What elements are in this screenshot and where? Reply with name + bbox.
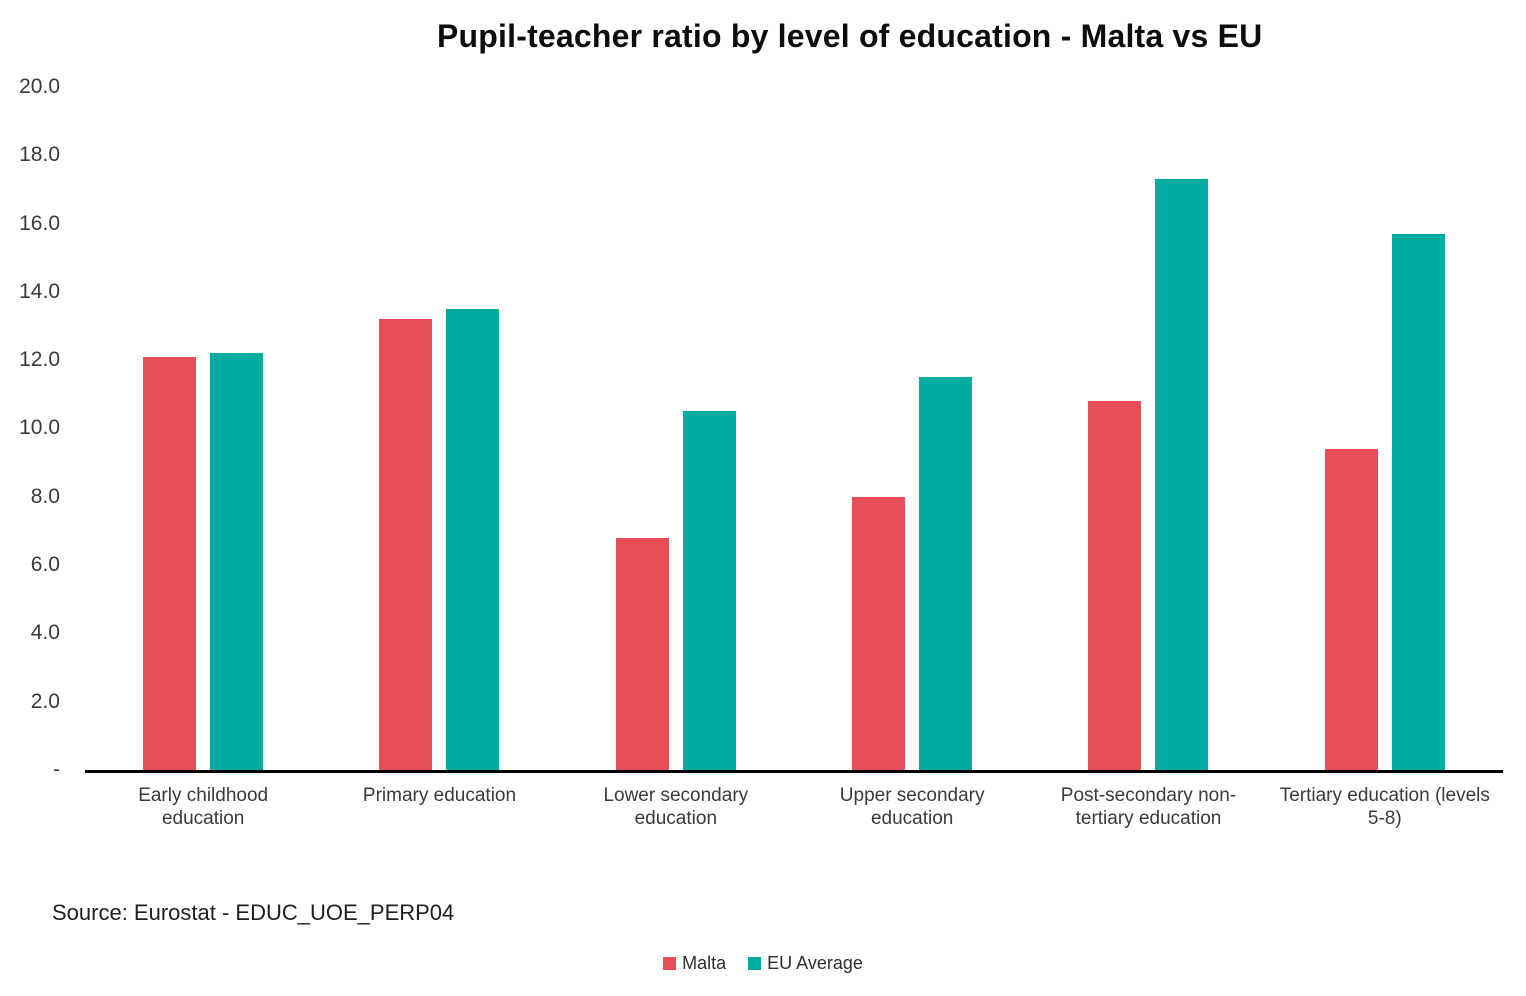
y-tick-label: 16.0: [19, 211, 60, 235]
y-tick-label: 10.0: [19, 416, 60, 440]
source-text: Source: Eurostat - EDUC_UOE_PERP04: [52, 900, 455, 925]
plot-area: Early childhood education Primary educati…: [85, 87, 1503, 829]
y-tick-label: 14.0: [19, 279, 60, 303]
y-tick-label: 20.0: [19, 75, 60, 98]
bar-malta: [143, 356, 197, 770]
legend-item: EU Average: [748, 953, 863, 974]
legend: Malta EU Average: [0, 953, 1526, 974]
bar-group: Tertiary education (levels 5-8): [1267, 87, 1503, 829]
bar-malta: [1088, 401, 1142, 770]
bar-eu-average: [682, 411, 736, 770]
y-tick-label: 12.0: [19, 348, 60, 372]
y-tick-label: 8.0: [30, 484, 60, 508]
bar-malta: [852, 496, 906, 770]
legend-item: Malta: [663, 953, 726, 974]
chart-title: Pupil-teacher ratio by level of educatio…: [437, 18, 1263, 54]
bar-eu-average: [210, 353, 264, 770]
bar-malta: [1324, 449, 1378, 770]
bar-group: Post-secondary non- tertiary education: [1030, 87, 1266, 829]
legend-swatch-icon: [748, 957, 762, 970]
bar-group: Early childhood education: [85, 87, 321, 829]
bar-malta: [379, 319, 433, 770]
y-tick-label: 6.0: [30, 553, 60, 577]
legend-label: EU Average: [767, 953, 863, 973]
category-label: Upper secondary education: [839, 785, 985, 829]
y-tick-label: 4.0: [30, 621, 60, 645]
category-label: Primary education: [362, 785, 517, 806]
category-label: Early childhood education: [138, 785, 269, 829]
bar-group: Upper secondary education: [794, 87, 1030, 829]
bar-group: Primary education: [321, 87, 557, 806]
y-tick-label: -: [53, 757, 60, 781]
y-tick-label: 2.0: [30, 689, 60, 713]
bar-malta: [615, 537, 669, 770]
category-label: Post-secondary non- tertiary education: [1060, 785, 1237, 829]
bar-eu-average: [1155, 179, 1209, 770]
y-axis-labels: 20.0 18.0 16.0 14.0 12.0 10.0 8.0 6.0 4.0 2.0 -: [0, 74, 60, 783]
category-label: Lower secondary education: [603, 785, 749, 829]
y-tick-label: 18.0: [19, 143, 60, 167]
bar-eu-average: [446, 309, 500, 770]
legend-swatch-icon: [663, 957, 677, 970]
bar-eu-average: [1391, 233, 1445, 770]
bar-eu-average: [919, 377, 973, 770]
category-label: Tertiary education (levels 5-8): [1279, 785, 1490, 829]
bar-group: Lower secondary education: [558, 87, 794, 829]
legend-label: Malta: [682, 953, 727, 973]
